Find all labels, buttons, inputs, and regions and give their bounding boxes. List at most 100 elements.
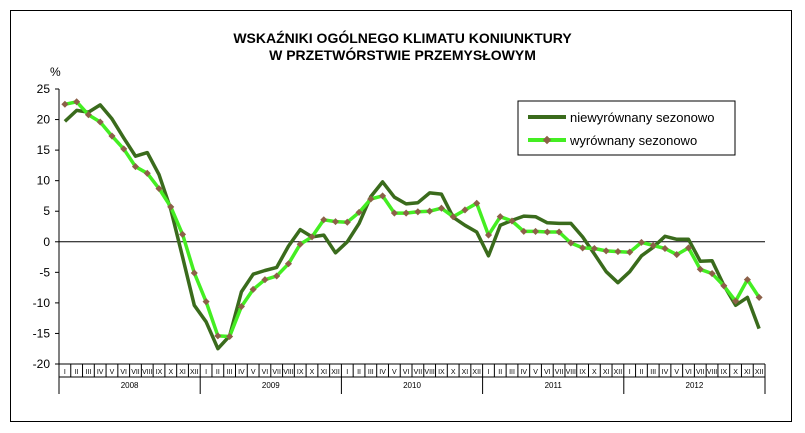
data-point-wyrownany [508,217,516,225]
data-point-wyrownany [108,132,116,140]
data-point-wyrownany [520,227,528,235]
data-point-wyrownany [355,208,363,216]
chart-title-line-1: WSKAŹNIKI OGÓLNEGO KLIMATU KONIUNKTURY [233,30,572,46]
month-label: III [650,369,656,376]
data-point-wyrownany [414,208,422,216]
month-label: VII [131,369,140,376]
data-point-wyrownany [449,213,457,221]
data-point-wyrownany [732,297,740,305]
month-label: XII [755,369,764,376]
legend: niewyrównany sezonowo wyrównany sezonowo [517,100,736,156]
month-label: X [310,369,315,376]
month-label: II [75,369,79,376]
series-layer [61,98,763,351]
month-label: IV [379,369,386,376]
data-point-wyrownany [143,169,151,177]
data-point-wyrownany [61,100,69,108]
data-point-wyrownany [226,332,234,341]
data-point-wyrownany [696,265,704,273]
y-tick-label: 0 [43,235,50,249]
data-point-wyrownany [532,227,540,235]
y-tick-label: 5 [43,204,50,218]
data-point-wyrownany [426,207,434,215]
y-tick-label: 20 [37,113,51,127]
month-label: VI [544,369,551,376]
year-label: 2012 [686,381,704,390]
month-label: V [392,369,397,376]
month-label: XII [331,369,340,376]
month-label: VIII [142,369,152,376]
month-label: IX [297,369,304,376]
month-label: VIII [283,369,293,376]
y-tick-label: -15 [33,326,51,340]
legend-label-niewyrownany: niewyrównany sezonowo [570,110,715,125]
month-label: V [110,369,115,376]
y-tick-label: 15 [37,143,51,157]
year-label: 2009 [262,381,280,390]
legend-box [517,100,736,156]
month-label: I [629,369,631,376]
data-point-wyrownany [461,206,469,214]
month-label: V [533,369,538,376]
data-point-wyrownany [284,260,293,268]
month-label: III [85,369,91,376]
data-point-wyrownany [367,195,375,203]
data-point-wyrownany [626,248,634,256]
month-label: IX [579,369,586,376]
data-point-wyrownany [178,230,187,238]
data-point-wyrownany [73,98,81,106]
data-point-wyrownany [261,276,269,284]
data-point-wyrownany [402,209,410,217]
month-label: III [509,369,515,376]
month-label: I [346,369,348,376]
chart-title-line-2: W PRZETWÓRSTWIE PRZEMYSŁOWYM [269,47,536,63]
data-point-wyrownany [543,228,551,236]
month-label: X [451,369,456,376]
data-point-wyrownany [308,233,316,241]
legend-label-wyrownany: wyrównany sezonowo [569,133,697,148]
month-label: IV [238,369,245,376]
month-label: XI [320,369,327,376]
data-point-wyrownany [661,244,669,253]
month-label: VIII [425,369,435,376]
data-point-wyrownany [614,248,622,256]
month-label: XI [744,369,751,376]
month-label: XI [179,369,186,376]
data-point-wyrownany [484,231,493,239]
month-label: V [251,369,256,376]
month-label: VI [403,369,410,376]
y-tick-label: 25 [37,82,51,96]
month-label: IX [156,369,163,376]
data-point-wyrownany [167,203,175,211]
month-label: XII [190,369,199,376]
month-label: VIII [707,369,717,376]
month-label: II [357,369,361,376]
data-point-wyrownany [602,247,610,255]
month-label: XI [603,369,610,376]
month-label: VI [120,369,127,376]
month-label: IX [721,369,728,376]
data-point-wyrownany [320,216,328,224]
month-label: XII [614,369,623,376]
month-label: I [64,369,66,376]
month-label: III [227,369,233,376]
data-point-wyrownany [473,199,481,207]
y-tick-label: -10 [33,296,51,310]
data-point-wyrownany [155,185,163,193]
data-point-wyrownany [120,145,128,153]
month-label: II [640,369,644,376]
month-label: X [733,369,738,376]
month-label: VII [696,369,705,376]
data-point-wyrownany [590,244,598,253]
y-tick-label: 10 [37,174,51,188]
data-point-wyrownany [684,244,693,252]
month-label: V [674,369,679,376]
data-point-wyrownany [708,269,716,278]
data-point-wyrownany [331,218,340,226]
data-point-wyrownany [379,192,387,200]
month-label: VI [685,369,692,376]
y-axis-unit-label: % [50,65,61,79]
data-point-wyrownany [131,163,140,171]
